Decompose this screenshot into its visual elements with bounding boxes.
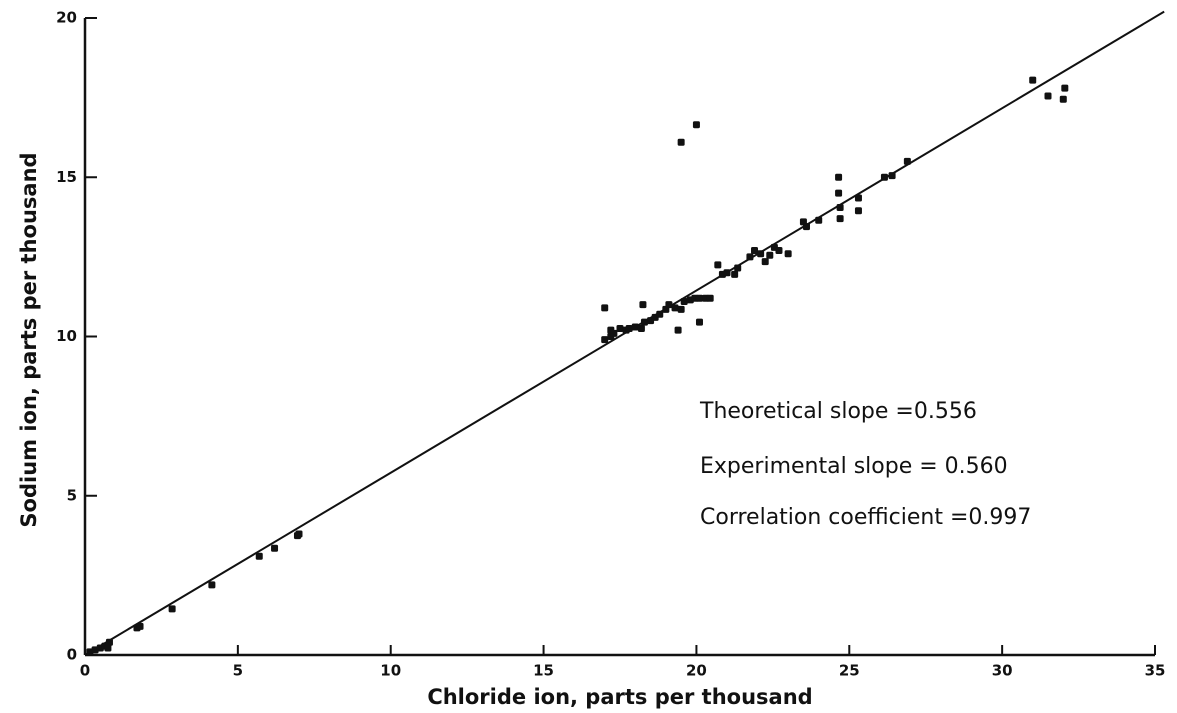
point: [639, 301, 647, 309]
point: [692, 121, 700, 129]
point: [677, 305, 685, 313]
point: [751, 247, 759, 255]
x-tick-label: 0: [80, 662, 90, 680]
point: [802, 223, 810, 231]
point: [1061, 84, 1069, 92]
point: [665, 301, 673, 309]
point: [625, 325, 633, 333]
point: [854, 194, 862, 202]
point: [731, 270, 739, 278]
x-axis-label: Chloride ion, parts per thousand: [427, 685, 812, 709]
point: [601, 304, 609, 312]
point: [757, 250, 765, 258]
point: [610, 329, 618, 337]
point: [616, 325, 624, 333]
point: [1029, 76, 1037, 84]
point: [766, 251, 774, 259]
point: [835, 189, 843, 197]
point: [903, 157, 911, 165]
point: [775, 247, 783, 255]
point: [295, 530, 303, 538]
annotation: Correlation coefficient =0.997: [700, 505, 1031, 530]
x-tick-label: 25: [839, 662, 860, 680]
y-tick-label: 15: [56, 168, 77, 186]
point: [761, 258, 769, 266]
x-tick-label: 5: [233, 662, 243, 680]
x-tick-label: 35: [1145, 662, 1166, 680]
point: [271, 544, 279, 552]
point: [784, 250, 792, 258]
point: [677, 138, 685, 146]
x-tick-label: 20: [686, 662, 707, 680]
point: [104, 644, 112, 652]
point: [640, 318, 648, 326]
point: [835, 173, 843, 181]
point: [815, 216, 823, 224]
point: [746, 253, 754, 261]
point: [888, 172, 896, 180]
point: [136, 622, 144, 630]
point: [695, 318, 703, 326]
point: [671, 304, 679, 312]
annotation: Theoretical slope =0.556: [699, 399, 977, 424]
point: [601, 336, 609, 344]
y-tick-label: 10: [56, 327, 77, 345]
x-tick-label: 30: [992, 662, 1013, 680]
point: [1044, 92, 1052, 100]
point: [714, 261, 722, 269]
point: [1059, 95, 1067, 103]
point: [637, 325, 645, 333]
point: [656, 310, 664, 318]
point: [723, 269, 731, 277]
y-tick-label: 0: [67, 646, 77, 664]
point: [706, 294, 714, 302]
point: [836, 215, 844, 223]
x-tick-label: 10: [380, 662, 401, 680]
point: [208, 581, 216, 589]
x-tick-label: 15: [533, 662, 554, 680]
point: [880, 173, 888, 181]
point: [695, 294, 703, 302]
y-tick-label: 20: [56, 9, 77, 27]
y-tick-label: 5: [67, 486, 77, 504]
point: [854, 207, 862, 215]
annotation: Experimental slope = 0.560: [700, 454, 1008, 479]
point: [631, 323, 639, 331]
point: [674, 326, 682, 334]
point: [105, 638, 113, 646]
point: [836, 204, 844, 212]
point: [255, 552, 263, 560]
point: [168, 605, 176, 613]
point: [680, 297, 688, 305]
y-axis-label: Sodium ion, parts per thousand: [17, 152, 41, 527]
point: [734, 264, 742, 272]
